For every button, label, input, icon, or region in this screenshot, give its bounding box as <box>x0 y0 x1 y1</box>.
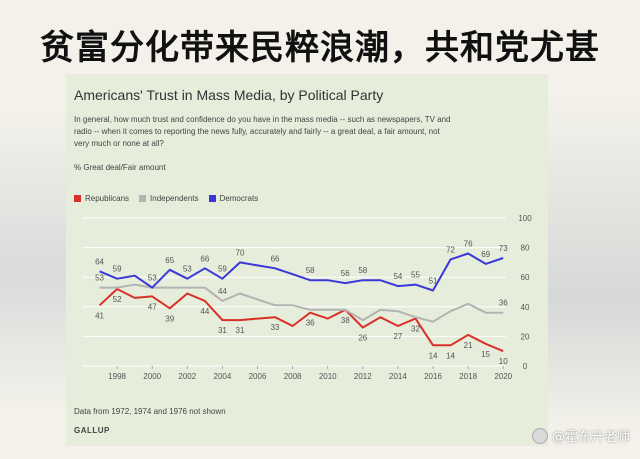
legend-swatch-independents <box>139 195 147 202</box>
data-label-republicans: 31 <box>236 326 245 335</box>
data-label-republicans: 44 <box>200 307 209 316</box>
data-label-democrats: 66 <box>200 254 209 263</box>
watermark-logo-icon <box>531 427 548 444</box>
data-label-republicans: 10 <box>499 357 508 366</box>
data-label-republicans: 15 <box>481 350 490 359</box>
x-tick-label: 2014 <box>389 372 407 381</box>
x-tick-label: 2018 <box>459 372 477 381</box>
data-label-democrats: 72 <box>446 245 455 254</box>
chart-title: Americans' Trust in Mass Media, by Polit… <box>74 87 384 103</box>
chart-footnote: Data from 1972, 1974 and 1976 not shown <box>74 407 226 416</box>
legend-swatch-republicans <box>74 195 81 202</box>
x-tick-label: 2002 <box>178 372 196 381</box>
data-label-republicans: 52 <box>113 295 122 304</box>
data-label-democrats: 53 <box>148 274 157 283</box>
x-tick-label: 2020 <box>494 372 512 381</box>
data-label-democrats: 51 <box>429 277 438 286</box>
slide-headline: 贫富分化带来民粹浪潮，共和党尤甚 <box>40 28 600 68</box>
data-label-republicans: 32 <box>411 325 420 334</box>
data-label-independents: 53 <box>95 274 104 283</box>
data-label-democrats: 58 <box>306 266 315 275</box>
background-ink-right <box>530 100 640 430</box>
chart-source: GALLUP <box>74 426 110 435</box>
data-label-democrats: 59 <box>113 265 122 274</box>
watermark-text: @霍东升老师 <box>551 430 630 445</box>
legend-label-republicans: Republicans <box>85 194 130 203</box>
x-tick-label: 2004 <box>214 372 232 381</box>
y-tick-label: 20 <box>521 332 530 341</box>
data-label-democrats: 70 <box>236 248 245 257</box>
data-label-democrats: 76 <box>464 240 473 249</box>
data-label-democrats: 55 <box>411 271 420 280</box>
y-tick-label: 80 <box>521 244 530 253</box>
data-label-republicans: 38 <box>341 316 350 325</box>
data-label-democrats: 73 <box>499 244 508 253</box>
data-label-republicans: 36 <box>306 319 315 328</box>
legend-label-independents: Independents <box>150 194 199 203</box>
x-tick-label: 1998 <box>108 372 126 381</box>
data-label-democrats: 54 <box>393 272 402 281</box>
data-label-republicans: 47 <box>148 302 157 311</box>
legend-swatch-democrats <box>208 195 216 202</box>
y-tick-label: 40 <box>521 303 530 312</box>
x-tick-label: 2006 <box>249 372 267 381</box>
series-line-democrats <box>99 252 504 292</box>
measure-label: % Great deal/Fair amount <box>74 163 166 172</box>
series-line-independents <box>99 283 504 323</box>
data-label-democrats: 65 <box>165 256 174 265</box>
series-line-republicans <box>98 288 504 353</box>
x-tick-label: 2016 <box>424 372 442 381</box>
data-label-independents: 44 <box>218 287 227 296</box>
data-label-republicans: 39 <box>165 314 174 323</box>
data-label-republicans: 26 <box>358 334 367 343</box>
data-label-republicans: 14 <box>429 351 438 360</box>
data-label-democrats: 69 <box>481 250 490 259</box>
watermark: @霍东升老师 <box>531 426 630 445</box>
x-tick-label: 2010 <box>319 372 337 381</box>
data-label-democrats: 64 <box>95 257 104 266</box>
legend-item-democrats: Democrats <box>208 194 259 203</box>
survey-question: In general, how much trust and confidenc… <box>74 115 451 148</box>
legend-item-republicans: Republicans <box>74 194 129 203</box>
legend-label-democrats: Democrats <box>219 194 259 203</box>
x-tick-label: 2012 <box>354 372 372 381</box>
data-label-democrats: 66 <box>271 254 280 263</box>
data-label-republicans: 21 <box>464 341 473 350</box>
data-label-democrats: 56 <box>341 269 350 278</box>
data-label-republicans: 33 <box>271 323 280 332</box>
data-label-democrats: 59 <box>218 265 227 274</box>
y-tick-label: 0 <box>523 362 528 371</box>
data-label-democrats: 53 <box>183 265 192 274</box>
data-label-republicans: 31 <box>218 326 227 335</box>
chart-legend: Republicans Independents Democrats <box>74 194 258 203</box>
data-label-independents: 36 <box>499 299 508 308</box>
data-label-democrats: 58 <box>358 266 367 275</box>
line-chart-plot: 0 20 40 60 80 100 1998 2000 2002 2004 2006 2008 2010… <box>82 214 532 381</box>
legend-item-independents: Independents <box>139 194 199 203</box>
y-tick-label: 60 <box>521 273 530 282</box>
x-tick-label: 2008 <box>284 372 302 381</box>
data-label-republicans: 14 <box>446 351 455 360</box>
data-label-republicans: 41 <box>95 311 104 320</box>
x-tick-label: 2000 <box>143 372 161 381</box>
y-tick-label: 100 <box>518 214 532 223</box>
chart-panel: Americans' Trust in Mass Media, by Polit… <box>66 74 548 446</box>
data-label-republicans: 27 <box>393 332 402 341</box>
